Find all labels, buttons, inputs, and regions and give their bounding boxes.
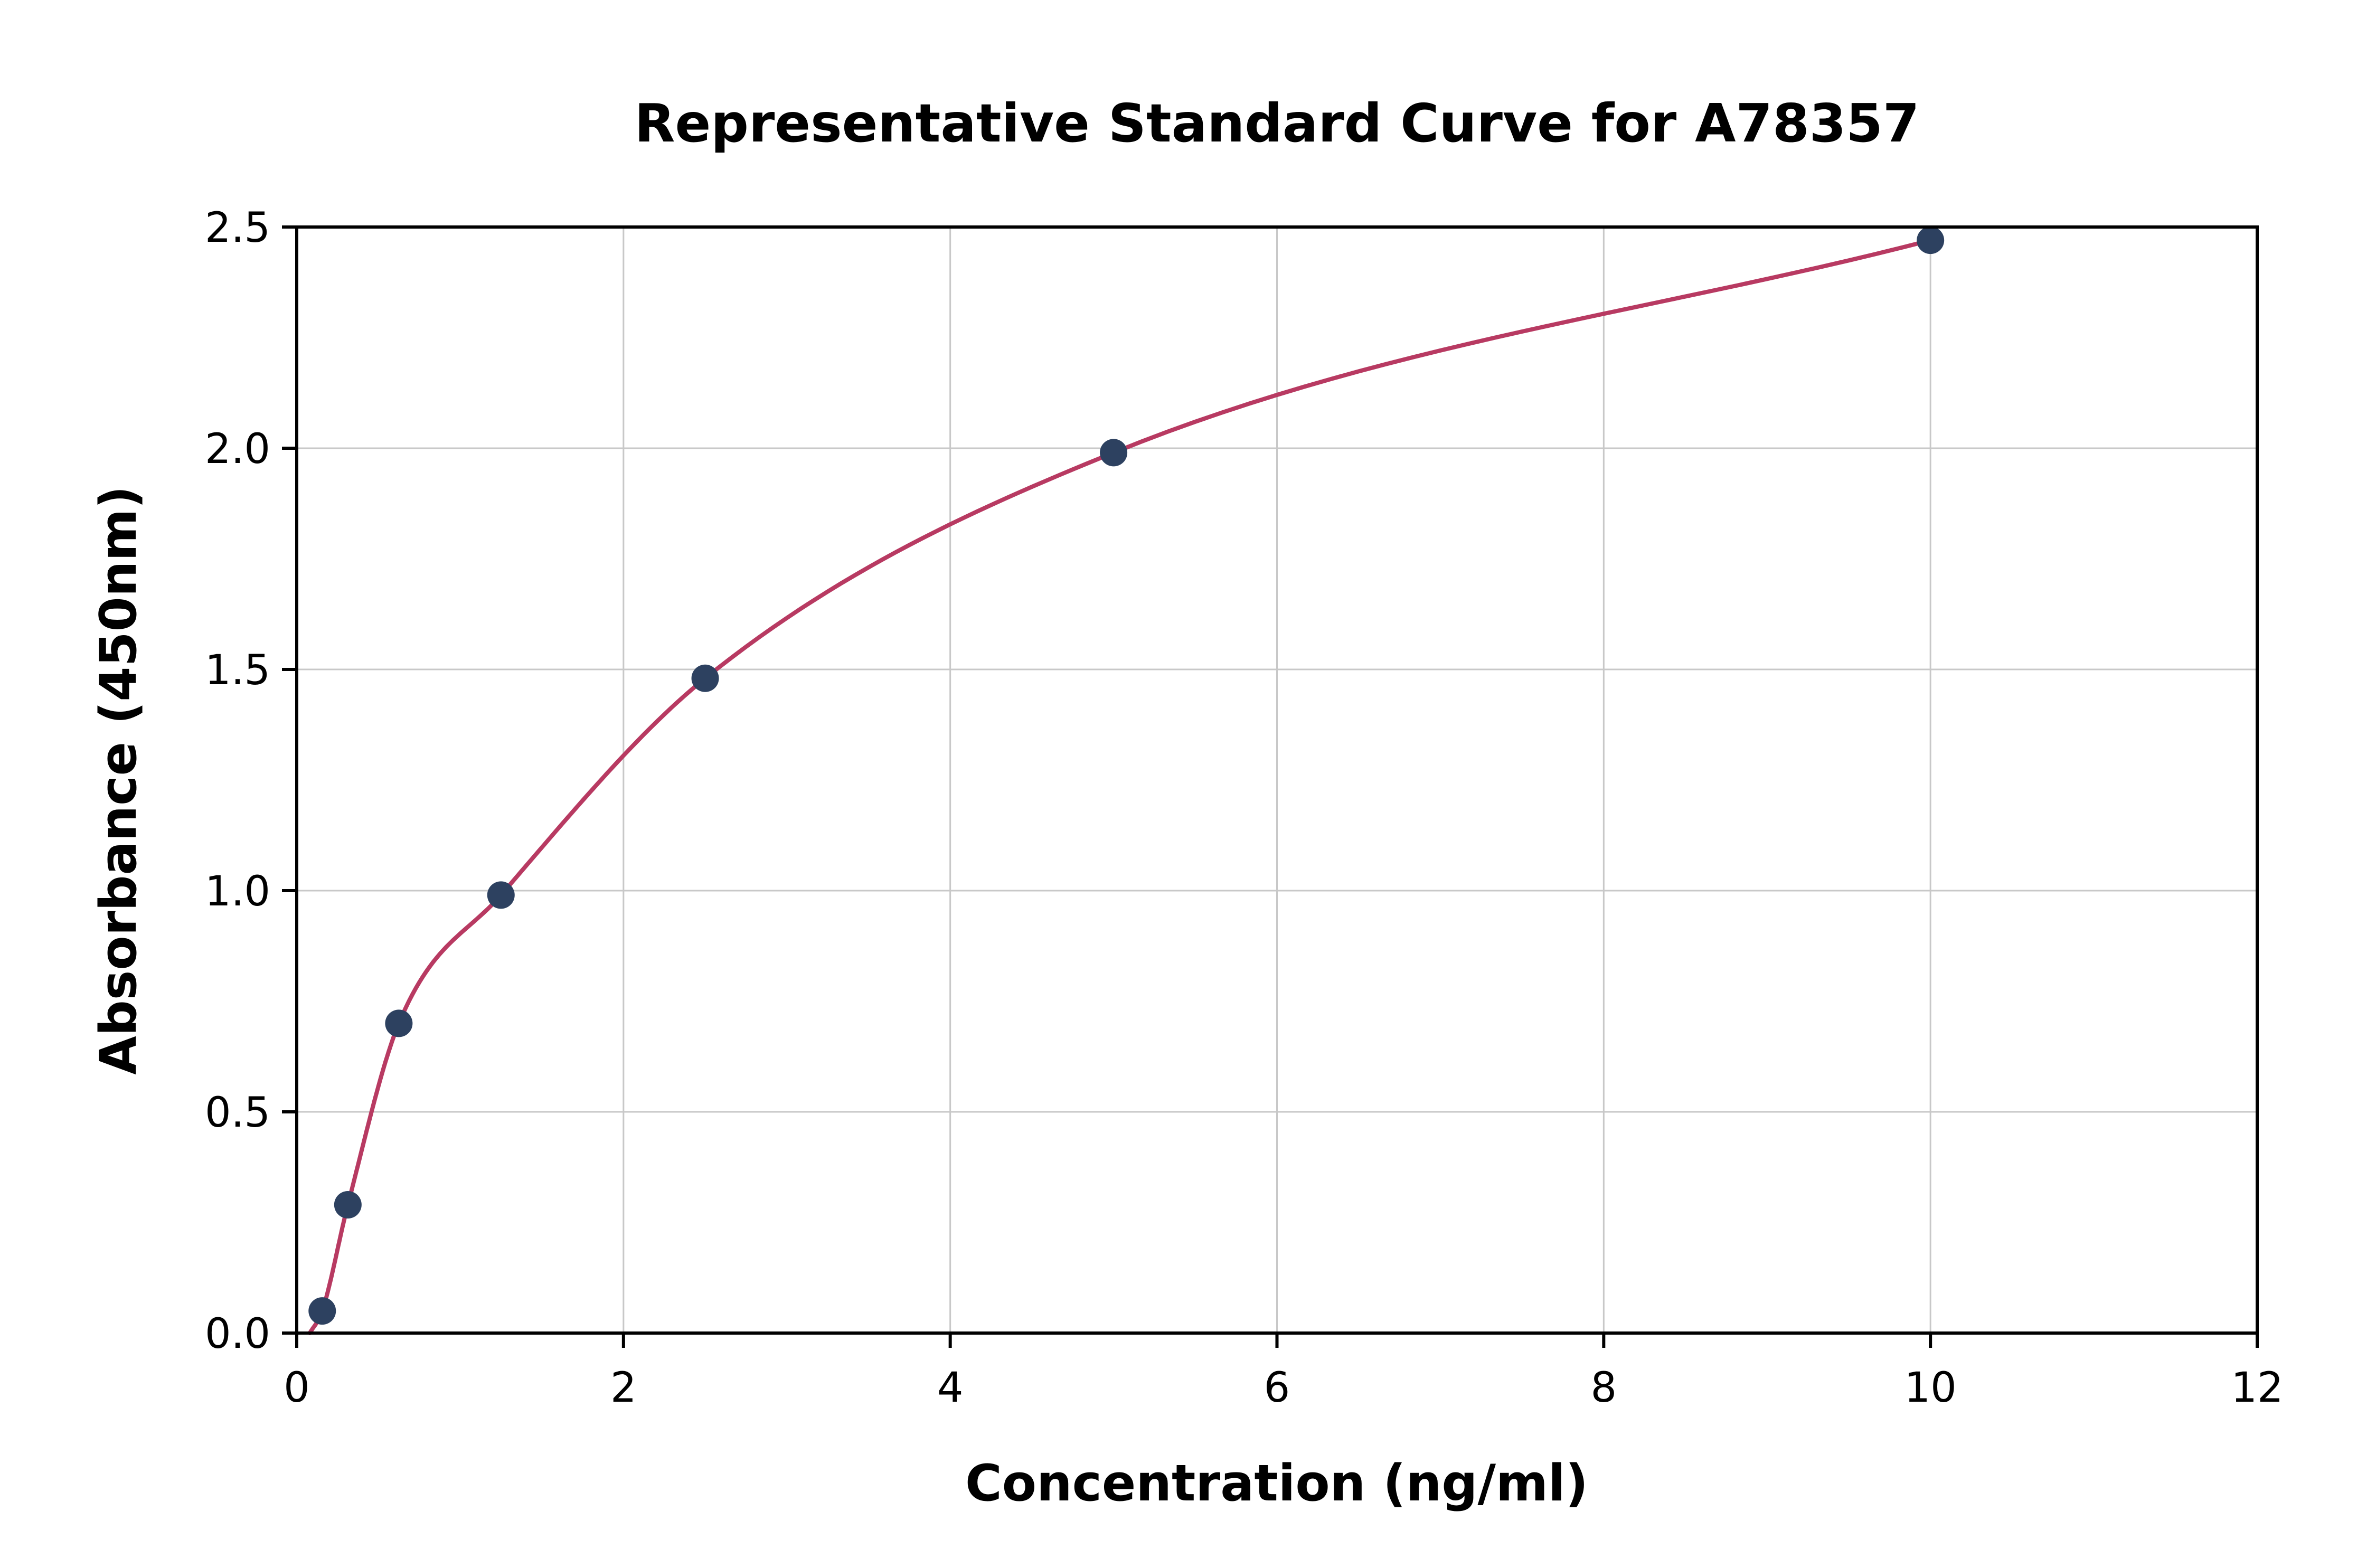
y-tick-label: 2.5 bbox=[205, 204, 270, 252]
x-tick-label: 0 bbox=[284, 1364, 310, 1412]
data-point bbox=[487, 881, 515, 909]
y-tick-label: 2.0 bbox=[205, 426, 270, 473]
x-tick-label: 10 bbox=[1904, 1364, 1957, 1412]
fit-curve bbox=[307, 238, 1933, 1335]
chart-title: Representative Standard Curve for A78357 bbox=[634, 92, 1920, 154]
data-point bbox=[334, 1191, 362, 1218]
data-point bbox=[1917, 226, 1945, 254]
data-point bbox=[1100, 439, 1128, 467]
x-tick-label: 4 bbox=[937, 1364, 964, 1412]
x-axis-label: Concentration (ng/ml) bbox=[965, 1454, 1589, 1513]
y-tick-label: 0.5 bbox=[205, 1089, 270, 1137]
y-tick-label: 0.0 bbox=[205, 1310, 270, 1358]
data-point bbox=[308, 1297, 336, 1325]
data-point bbox=[691, 664, 719, 692]
y-tick-label: 1.0 bbox=[205, 868, 270, 915]
x-tick-label: 8 bbox=[1591, 1364, 1617, 1412]
data-point bbox=[385, 1009, 413, 1037]
x-tick-label: 12 bbox=[2231, 1364, 2283, 1412]
x-tick-label: 2 bbox=[610, 1364, 637, 1412]
x-tick-label: 6 bbox=[1264, 1364, 1290, 1412]
y-tick-label: 1.5 bbox=[205, 647, 270, 694]
